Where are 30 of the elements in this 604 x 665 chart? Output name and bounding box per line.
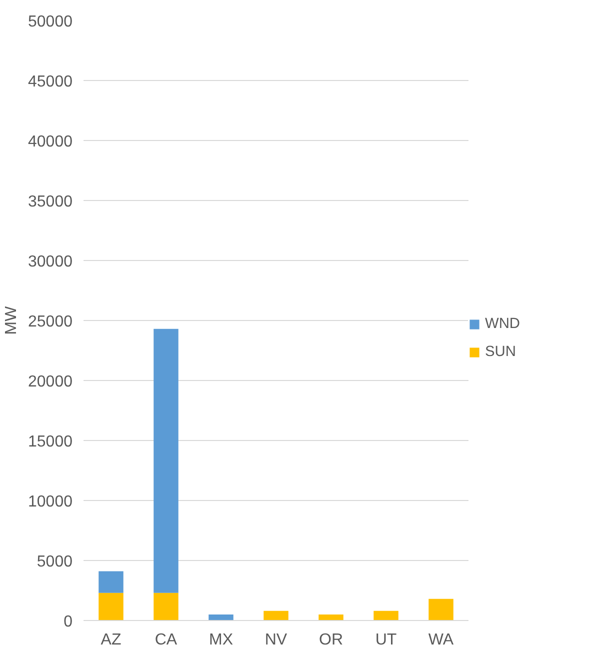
bar <box>154 328 178 593</box>
y-tick-label: 15000 <box>28 434 73 450</box>
bar <box>374 610 398 620</box>
y-tick-label: 50000 <box>28 14 73 30</box>
y-tick-label: 30000 <box>28 254 73 270</box>
y-tick-label: 35000 <box>28 194 73 210</box>
legend-label: WND <box>485 316 520 332</box>
y-tick-label: 10000 <box>28 494 73 510</box>
bar <box>154 592 178 620</box>
bar <box>264 610 288 620</box>
x-tick-label: AZ <box>100 632 122 648</box>
x-tick-label: CA <box>154 632 178 648</box>
y-tick-label: 0 <box>64 614 73 630</box>
bar <box>98 592 124 620</box>
x-tick-label: NV <box>264 632 288 648</box>
y-tick-label: 20000 <box>28 374 73 390</box>
y-axis-title: MW <box>3 305 20 335</box>
bar <box>98 571 124 593</box>
y-tick-label: 40000 <box>28 134 73 150</box>
x-tick-label: WA <box>428 632 454 648</box>
y-tick-label: 25000 <box>28 314 73 330</box>
x-tick-label: UT <box>375 632 397 648</box>
bar <box>428 598 454 620</box>
bar <box>318 614 344 620</box>
bar <box>208 614 234 620</box>
x-tick-label: OR <box>319 632 343 648</box>
y-tick-label: 45000 <box>28 74 73 90</box>
legend-label: SUN <box>485 344 516 360</box>
y-tick-label: 5000 <box>36 554 73 570</box>
x-tick-label: MX <box>209 632 234 648</box>
